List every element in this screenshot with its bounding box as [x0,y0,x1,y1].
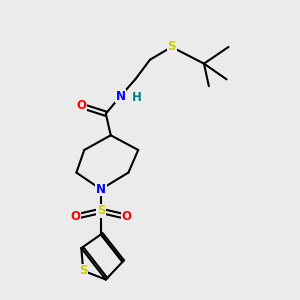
Text: O: O [76,99,86,112]
Text: H: H [132,92,142,104]
Text: O: O [122,210,131,223]
Text: N: N [96,183,106,196]
Text: N: N [116,89,126,103]
Text: S: S [167,40,176,53]
Text: S: S [97,204,105,218]
Text: O: O [70,210,80,223]
Text: S: S [79,264,88,277]
